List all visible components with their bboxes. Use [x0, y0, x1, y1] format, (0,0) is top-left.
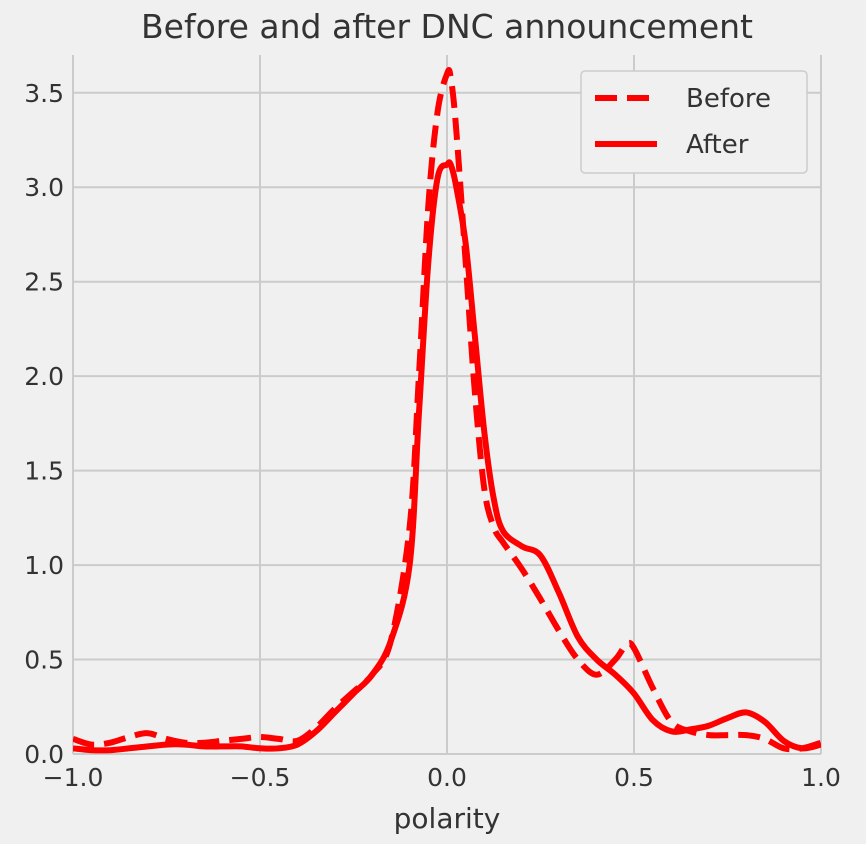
y-tick-label: 1.0	[24, 551, 64, 580]
y-tick-label: 3.5	[24, 79, 64, 108]
y-tick-label: 0.0	[24, 740, 64, 769]
y-tick-labels: 0.0 0.5 1.0 1.5 2.0 2.5 3.0 3.5	[24, 79, 64, 769]
series-layer	[73, 67, 821, 754]
y-tick-label: 2.5	[24, 268, 64, 297]
y-tick-label: 3.0	[24, 173, 64, 202]
x-tick-label: 1.0	[801, 763, 841, 792]
x-tick-label: −0.5	[230, 763, 291, 792]
series-line-after	[73, 159, 821, 754]
x-tick-labels: −1.0 −0.5 0.0 0.5 1.0	[43, 763, 841, 792]
x-tick-label: 0.0	[427, 763, 467, 792]
x-tick-label: −1.0	[43, 763, 104, 792]
x-tick-label: 0.5	[614, 763, 654, 792]
chart-title: Before and after DNC announcement	[141, 7, 753, 46]
x-axis-label: polarity	[394, 802, 501, 835]
series-line-before	[73, 67, 821, 753]
legend-label-after: After	[686, 130, 749, 160]
y-tick-label: 2.0	[24, 362, 64, 391]
legend: Before After	[580, 70, 808, 174]
y-tick-label: 1.5	[24, 457, 64, 486]
legend-label-before: Before	[686, 84, 771, 114]
y-tick-label: 0.5	[24, 646, 64, 675]
